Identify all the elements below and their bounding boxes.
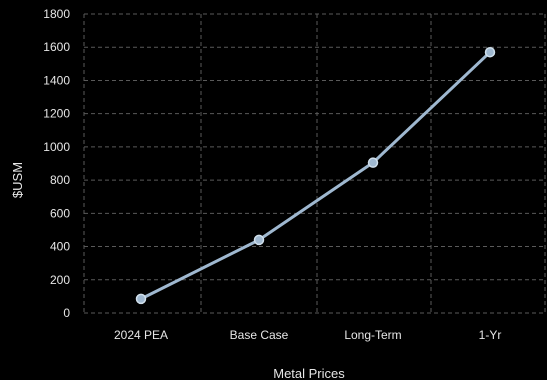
y-tick-label: 400: [50, 240, 70, 254]
x-axis-ticks: 2024 PEA Base Case Long-Term 1-Yr: [114, 328, 501, 342]
x-tick-label: Long-Term: [344, 328, 401, 342]
data-point: [484, 46, 496, 58]
y-tick-label: 1400: [43, 73, 70, 87]
y-tick-label: 800: [50, 173, 70, 187]
y-tick-label: 1800: [43, 7, 70, 21]
y-tick-label: 1200: [43, 107, 70, 121]
y-tick-label: 1000: [43, 140, 70, 154]
data-point: [253, 234, 265, 246]
grid: [83, 13, 546, 314]
x-tick-label: 1-Yr: [479, 328, 502, 342]
y-tick-label: 0: [63, 306, 70, 320]
y-axis-ticks: 0 200 400 600 800 1000 1200 1400 1600 1800: [43, 7, 70, 320]
y-tick-label: 1600: [43, 40, 70, 54]
series-line: [139, 50, 492, 301]
y-tick-label: 600: [50, 206, 70, 220]
y-tick-label: 200: [50, 273, 70, 287]
series-layer: [135, 46, 496, 305]
x-tick-label: 2024 PEA: [114, 328, 168, 342]
x-axis-title: Metal Prices: [273, 366, 345, 380]
data-point: [135, 293, 147, 305]
data-point: [367, 157, 379, 168]
y-axis-title: $USM: [10, 162, 25, 198]
x-tick-label: Base Case: [230, 328, 289, 342]
